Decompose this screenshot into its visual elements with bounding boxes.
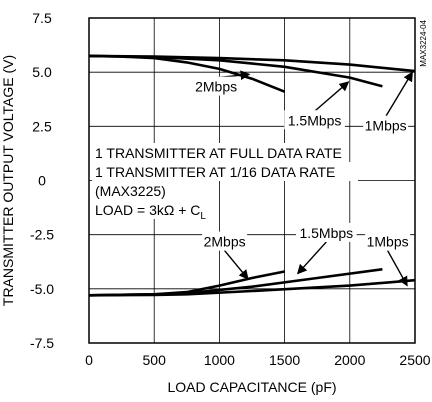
condition-background [92,200,210,219]
series-label: 1Mbps [365,118,407,134]
label-arrow [385,71,413,118]
condition-background [92,162,358,181]
x-tick-label: 1000 [204,352,235,368]
label-background [363,115,409,135]
condition-background [92,143,349,162]
x-tick-label: 500 [143,352,167,368]
x-tick-label: 1500 [269,352,300,368]
x-tick-label: 2500 [399,352,430,368]
series-label: 1.5Mbps [299,225,353,241]
y-tick-label: 2.5 [32,118,52,134]
y-tick-label: 0 [38,173,46,189]
condition-line-4: LOAD = 3kΩ + CL [95,202,206,222]
label-background [365,231,411,251]
condition-line-2: 1 TRANSMITTER AT 1/16 DATA RATE [95,164,335,180]
label-background [284,110,345,130]
x-tick-label: 2000 [334,352,365,368]
y-tick-label: 7.5 [32,10,52,26]
y-tick-label: 5.0 [32,64,52,80]
label-arrow [296,241,327,275]
y-tick-label: -7.5 [30,335,54,351]
x-tick-label: 0 [85,352,93,368]
label-arrow [314,81,350,112]
series-line-2mbps [88,54,286,93]
label-arrow [387,250,408,287]
y-axis-ticks: 7.5 5.0 2.5 0 -2.5 -5.0 -7.5 [30,10,54,351]
condition-line-1: 1 TRANSMITTER AT FULL DATA RATE [95,145,342,161]
y-tick-label: -2.5 [30,227,54,243]
label-background [296,222,357,242]
series-line-1mbps [88,278,416,297]
condition-line-3: (MAX3225) [95,183,166,199]
y-axis-title: TRANSMITTER OUTPUT VOLTAGE (V) [0,55,16,306]
series-label: 2Mbps [204,234,246,250]
plot-frame [88,17,416,344]
load-formula: LOAD = 3kΩ + C [95,202,200,218]
label-background [202,231,248,251]
x-axis-ticks: 0 500 1000 1500 2000 2500 [85,352,431,368]
series-label: 1Mbps [367,234,409,250]
series-layer [88,54,416,297]
conditions-legend: 1 TRANSMITTER AT FULL DATA RATE 1 TRANSM… [92,143,358,222]
series-label: 2Mbps [195,79,237,95]
condition-background [92,181,174,200]
x-axis-title: LOAD CAPACITANCE (pF) [167,379,336,395]
series-label: 1.5Mbps [288,112,342,128]
load-subscript: L [200,211,206,222]
label-arrow [224,250,249,280]
series-line-1mbps [88,54,416,73]
part-number: MAX3224-04 [419,19,428,66]
label-background [193,76,239,96]
label-layer: 2Mbps 1.5Mbps 1Mbps 2Mbps 1.5Mbps 1Mbps [193,70,413,287]
y-tick-label: -5.0 [30,281,54,297]
